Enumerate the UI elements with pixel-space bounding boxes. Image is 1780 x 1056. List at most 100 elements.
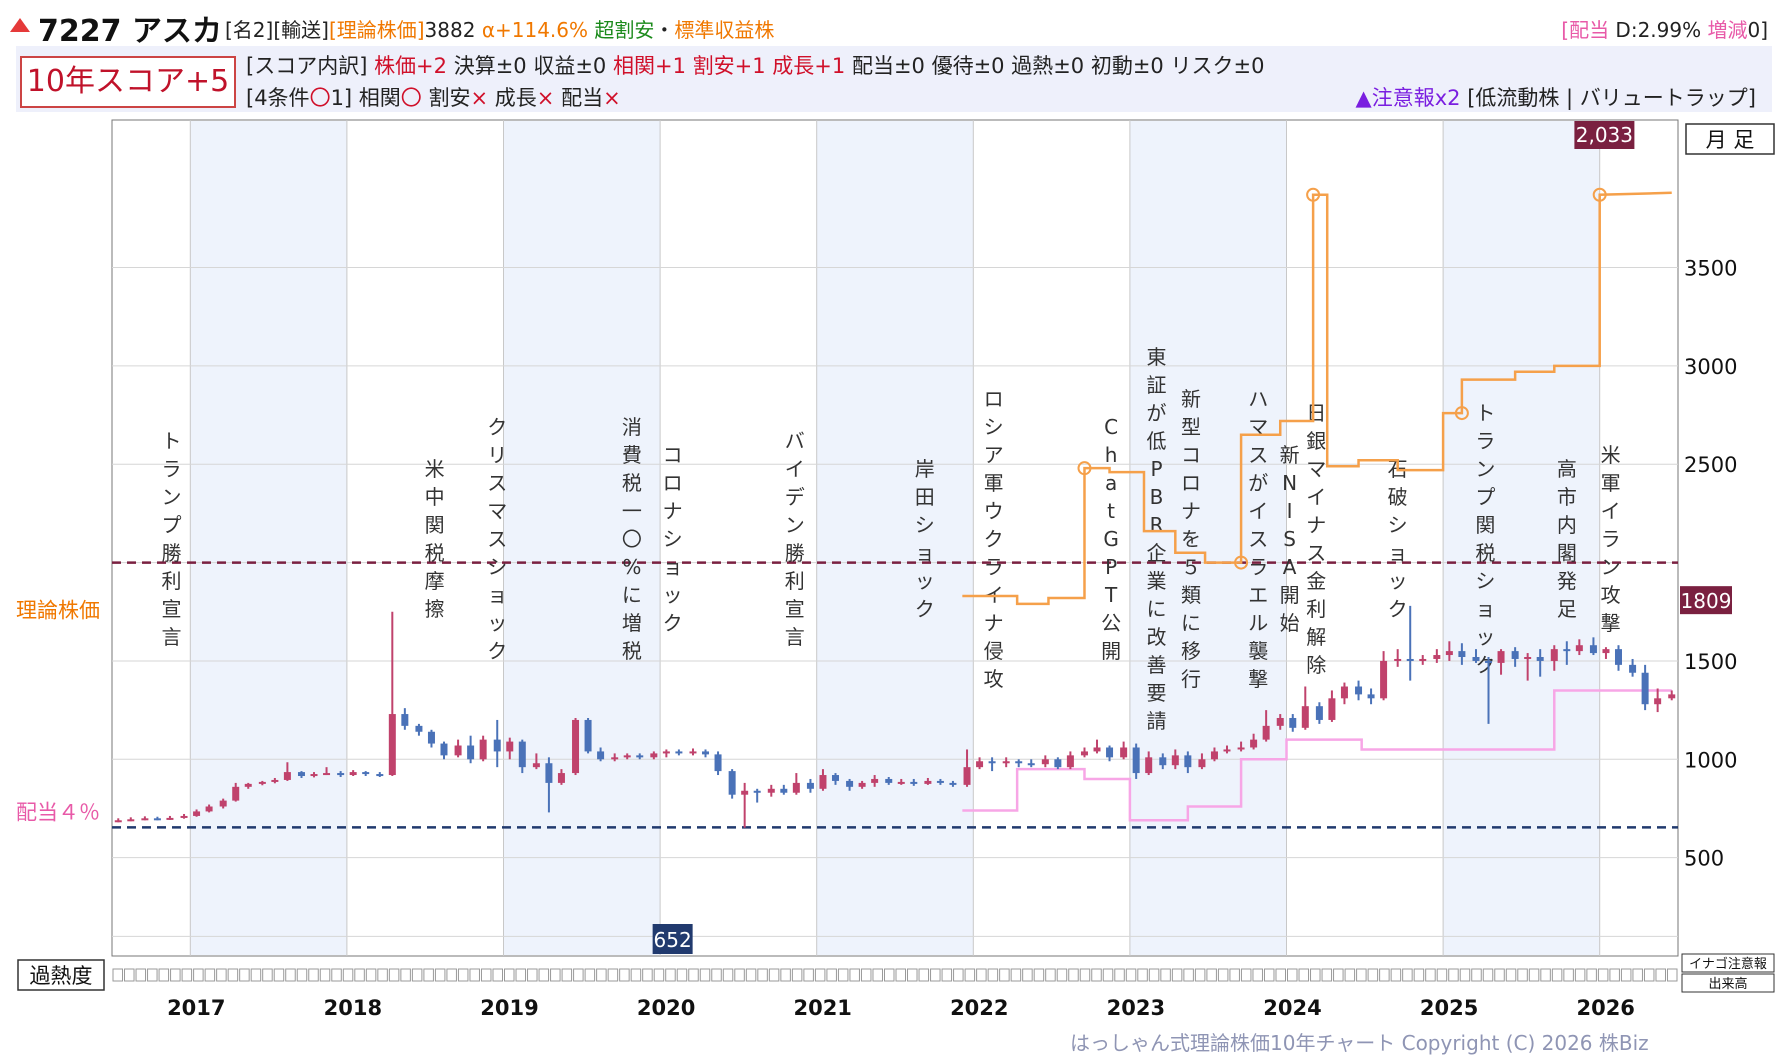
y-tick-label: 3500	[1684, 257, 1737, 281]
overheat-cell	[573, 968, 584, 982]
candle-body	[205, 806, 213, 812]
candle-body	[1262, 725, 1270, 740]
candle-body	[232, 786, 240, 801]
overheat-cell	[653, 968, 665, 982]
overheat-cell	[423, 968, 434, 982]
candle-body	[362, 772, 370, 775]
conditions-segment: 成長	[488, 86, 537, 110]
event-annotation: 日銀マイナス金利解除	[1306, 401, 1326, 677]
stock-type: 標準収益株	[674, 18, 775, 42]
candle-body	[297, 772, 305, 777]
candle-body	[415, 725, 423, 732]
breakdown-segment: 決算±0 収益±0	[447, 54, 613, 78]
theory-label: [理論株価]	[328, 18, 425, 42]
y-tick-label: 1500	[1684, 650, 1737, 674]
overheat-cell	[469, 968, 480, 982]
overheat-cell	[1471, 968, 1482, 982]
overheat-cell	[941, 968, 953, 982]
candle-body	[819, 775, 827, 789]
dividend-price-line	[962, 689, 1672, 822]
overheat-cell	[1655, 968, 1666, 982]
candle-body	[1511, 651, 1519, 659]
candle-body	[572, 719, 580, 774]
overheat-cell	[515, 968, 527, 982]
overheat-cell	[722, 968, 734, 982]
max-price-box	[1574, 121, 1635, 149]
copyright-footer: はっしゃん式理論株価10年チャート Copyright (C) 2026 株Bi…	[1070, 1031, 1649, 1055]
candle-body	[936, 780, 944, 783]
overheat-cell	[135, 968, 147, 982]
candle-body	[753, 790, 761, 793]
overheat-cell	[1079, 968, 1091, 982]
candle-body	[792, 782, 800, 793]
overheat-cell	[780, 968, 791, 982]
overheat-cell	[331, 968, 342, 982]
overheat-cell	[1240, 968, 1252, 982]
dividend-axis-label: 配当４％	[16, 800, 100, 824]
overheat-cell	[1586, 968, 1597, 982]
conditions-segment: ×	[536, 86, 555, 110]
overheat-cell	[1056, 968, 1068, 982]
overheat-cell	[607, 968, 619, 982]
overheat-cell	[1390, 968, 1402, 982]
overheat-cell	[619, 968, 630, 982]
overheat-cell	[1033, 968, 1045, 982]
overheat-cell	[227, 968, 239, 982]
candle-body	[1015, 761, 1023, 764]
overheat-cell	[1010, 968, 1022, 982]
candle-body	[1602, 649, 1610, 654]
overheat-cell	[1505, 968, 1517, 982]
overheat-cell	[112, 968, 124, 982]
candle-body	[924, 780, 932, 784]
year-shade	[190, 121, 347, 955]
candle-body	[584, 719, 592, 752]
candle-body	[1002, 761, 1010, 764]
alpha-value: α+114.6%	[481, 18, 589, 42]
candle-body	[180, 815, 188, 818]
candle-body	[988, 761, 996, 764]
overheat-cell	[434, 968, 446, 982]
overheat-cell	[319, 968, 331, 982]
overheat-cell	[1310, 968, 1321, 982]
overheat-cell	[480, 968, 492, 982]
year-shade	[503, 121, 661, 955]
candle-body	[1654, 698, 1662, 705]
candle-body	[767, 788, 775, 793]
overheat-cell	[550, 968, 561, 982]
candle-body	[1027, 763, 1035, 766]
event-annotation: コロナショック	[663, 443, 683, 635]
overheat-cell	[895, 968, 907, 982]
overheat-cell	[860, 968, 872, 982]
candle-body	[440, 743, 448, 756]
overheat-cell	[1137, 968, 1148, 982]
overheat-cell	[872, 968, 883, 982]
event-annotation: 新型コロナを５類に移行	[1181, 387, 1201, 691]
event-annotation: 石破ショック	[1388, 457, 1408, 621]
candle-body	[193, 811, 201, 816]
overheat-cell	[1183, 968, 1194, 982]
overheat-cell	[953, 968, 964, 982]
overheat-cell	[711, 968, 722, 982]
overheat-cell	[354, 968, 365, 982]
overheat-cell	[768, 968, 780, 982]
overheat-cell	[124, 968, 135, 982]
overheat-cell	[1666, 968, 1678, 982]
breakdown-segment: 割安+1	[692, 54, 766, 78]
candle-body	[871, 778, 879, 783]
breakdown-segment: 配当±0 優待±0 過熱±0 初動±0 リスク±0	[845, 54, 1265, 78]
overheat-cell	[826, 968, 837, 982]
year-shade	[1443, 121, 1600, 955]
overheat-cell	[170, 968, 181, 982]
overheat-cell	[596, 968, 607, 982]
theory-value: 3882	[424, 18, 476, 42]
x-year-label: 2026	[1576, 996, 1634, 1020]
period-label: 月 足	[1706, 128, 1755, 152]
candle-body	[401, 714, 409, 726]
candle-body	[897, 781, 905, 784]
event-annotation: ハマスがイスラエル襲撃	[1248, 387, 1268, 691]
year-shade	[816, 121, 974, 955]
candle-body	[1589, 645, 1597, 654]
event-annotation: 新 N I S A 開始	[1280, 443, 1300, 635]
overheat-cell	[1102, 968, 1114, 982]
candle-body	[506, 741, 514, 752]
